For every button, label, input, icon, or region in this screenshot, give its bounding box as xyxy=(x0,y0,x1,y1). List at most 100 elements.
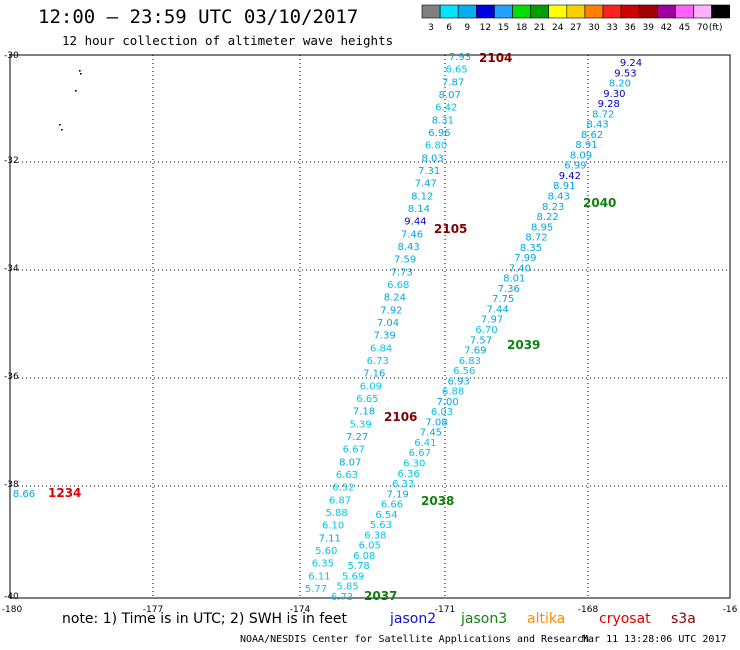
track-203x-value: 9.24 xyxy=(620,58,642,69)
track-203x-value: 8.09 xyxy=(570,150,592,161)
x-tick-label: -171 xyxy=(435,605,455,615)
track-203x-value: 6.93 xyxy=(448,376,470,387)
track-203x-value: 9.53 xyxy=(614,68,636,79)
track-id-labels: 2104 2105 2106 2040 2039 2038 2037 1234 xyxy=(48,51,616,603)
legend-label: 21 xyxy=(534,23,545,33)
track-id-label: 2037 xyxy=(364,589,397,603)
track-203x-value: 9.28 xyxy=(598,99,620,110)
track-210x-value: 7.93 xyxy=(449,52,471,63)
track-203x-value: 6.33 xyxy=(392,479,414,490)
x-tick-label: -180 xyxy=(2,605,23,615)
track-203x-value: 6.54 xyxy=(375,510,397,521)
legend-swatch xyxy=(530,4,549,19)
legend-swatch xyxy=(566,4,586,19)
x-tick-label: -168 xyxy=(578,605,599,615)
track-id-label: 2105 xyxy=(434,222,467,236)
track-id-label: 2040 xyxy=(583,196,616,210)
legend-label: 6 xyxy=(446,23,452,33)
track-210x-value: 6.11 xyxy=(308,571,330,582)
legend-label: 36 xyxy=(624,23,636,33)
legend-label: 70 xyxy=(697,23,709,33)
legend-unit: (ft) xyxy=(709,23,723,33)
axis-tick-labels: -180 -177 -174 -171 -168 -16 -30 -32 -34 -36 -38 -4… xyxy=(2,51,738,615)
track-203x-value: 8.43 xyxy=(548,192,570,203)
track-203x-value: 6.36 xyxy=(398,469,420,480)
plot-border xyxy=(9,54,731,599)
legend-label: 33 xyxy=(606,23,617,33)
legend-swatch xyxy=(475,4,495,19)
track-210x-value: 8.43 xyxy=(397,242,419,253)
track-203x-value: 8.43 xyxy=(587,120,609,131)
track-203x-value: 5.78 xyxy=(348,561,370,572)
track-210x-value: 6.10 xyxy=(322,521,344,532)
track-210x-value: 6.87 xyxy=(329,495,351,506)
track-210x-value: 6.65 xyxy=(445,65,467,76)
track-210x-value: 7.73 xyxy=(391,267,413,278)
island-dot xyxy=(80,73,82,75)
track-210x-value: 6.67 xyxy=(343,445,365,456)
track-210x-value: 6.09 xyxy=(360,381,382,392)
satellite-altika: altika xyxy=(527,611,566,627)
track-203x-value: 8.35 xyxy=(520,243,542,254)
track-203x-value: 6.99 xyxy=(564,161,586,172)
track-210x-value: 7.31 xyxy=(418,166,440,177)
legend-swatch xyxy=(675,4,694,19)
legend-label: 24 xyxy=(552,23,564,33)
track-203x-value: 7.00 xyxy=(436,397,458,408)
legend-label: 9 xyxy=(464,23,470,33)
track-210x-value: 5.88 xyxy=(325,508,347,519)
track-203x-value: 6.05 xyxy=(359,541,381,552)
track-210x-value: 7.92 xyxy=(380,305,402,316)
page-title: 12:00 – 23:59 UTC 03/10/2017 xyxy=(38,6,359,28)
track-210x-value: 6.35 xyxy=(312,559,334,570)
track-210x-value: 7.47 xyxy=(415,179,437,190)
track-210x-value: 7.46 xyxy=(401,229,423,240)
track-203x-value: 8.95 xyxy=(531,222,553,233)
island-dot xyxy=(59,124,61,126)
track-203x-value: 6.70 xyxy=(475,325,497,336)
legend-swatch xyxy=(421,4,441,19)
legend-label: 45 xyxy=(679,23,690,33)
track-210x-value: 7.87 xyxy=(442,77,464,88)
track-210x-value: 5.39 xyxy=(349,419,371,430)
satellite-s3a: s3a xyxy=(671,611,696,627)
track-210x-value: 7.39 xyxy=(373,331,395,342)
track-id-label: 2039 xyxy=(507,338,540,352)
track-203x-value: 6.83 xyxy=(459,356,481,367)
island-dot xyxy=(61,129,63,131)
footnote: note: 1) Time is in UTC; 2) SWH is in fe… xyxy=(62,611,348,627)
track-203x-value: 8.91 xyxy=(553,181,575,192)
track-203x-value: 7.69 xyxy=(464,346,486,357)
legend-swatch xyxy=(457,4,477,19)
track-203x-value: 7.57 xyxy=(470,335,492,346)
track-203x-value: 6.03 xyxy=(431,407,453,418)
y-tick-label: -38 xyxy=(4,480,19,490)
track-203x-value: 8.23 xyxy=(542,202,564,213)
x-tick-label: -177 xyxy=(143,605,163,615)
track-210x-value: 7.11 xyxy=(319,533,341,544)
track-210x-value: 6.68 xyxy=(387,280,409,291)
legend-label: 3 xyxy=(428,23,434,33)
track-210x-value: 8.03 xyxy=(421,153,443,164)
y-tick-label: -34 xyxy=(4,264,19,274)
track-203x-value: 8.72 xyxy=(592,109,614,120)
legend-swatch xyxy=(693,4,712,19)
track-203x-value: 8.20 xyxy=(609,79,631,90)
map-frame xyxy=(9,54,731,599)
track-203x-value: 6.66 xyxy=(381,500,403,511)
legend-label: 27 xyxy=(570,23,581,33)
y-tick-label: -36 xyxy=(4,372,19,382)
x-tick-label: -16 xyxy=(723,605,738,615)
legend-swatch xyxy=(494,4,513,19)
page-subtitle: 12 hour collection of altimeter wave hei… xyxy=(62,33,394,48)
track-203x-value: 6.67 xyxy=(409,448,431,459)
x-tick-label: -174 xyxy=(290,605,311,615)
track-210x-value: 8.14 xyxy=(408,204,430,215)
track-210x-value: 8.31 xyxy=(432,115,454,126)
y-tick-label: -30 xyxy=(4,51,19,61)
track-203x-value: 6.30 xyxy=(403,459,425,470)
legend-swatch xyxy=(602,4,622,19)
track-203x-value: 7.40 xyxy=(509,263,531,274)
track-203x-value: 9.42 xyxy=(559,171,581,182)
footer-date: Mar 11 13:28:06 UTC 2017 xyxy=(582,634,727,645)
